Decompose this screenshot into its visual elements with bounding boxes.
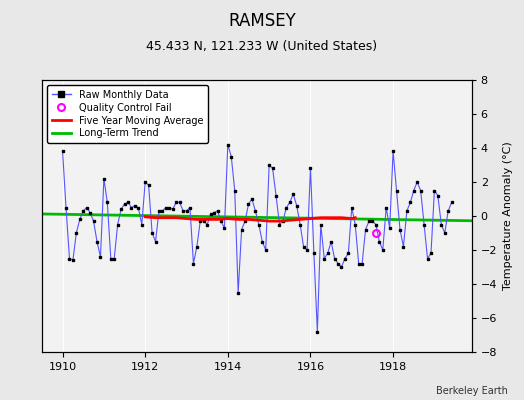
Text: 45.433 N, 121.233 W (United States): 45.433 N, 121.233 W (United States) [146,40,378,53]
Text: Berkeley Earth: Berkeley Earth [436,386,508,396]
Y-axis label: Temperature Anomaly (°C): Temperature Anomaly (°C) [503,142,512,290]
Text: RAMSEY: RAMSEY [228,12,296,30]
Legend: Raw Monthly Data, Quality Control Fail, Five Year Moving Average, Long-Term Tren: Raw Monthly Data, Quality Control Fail, … [47,85,208,143]
